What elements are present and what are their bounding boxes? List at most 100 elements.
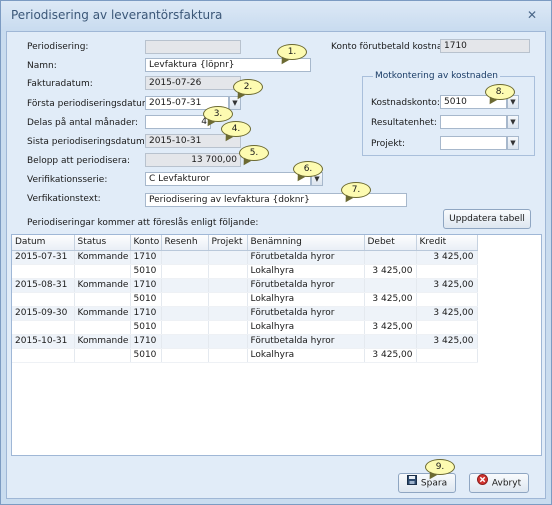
table-cell: 1710 — [130, 250, 162, 265]
table-row[interactable]: 5010 Lokalhyra 3 425,00 — [12, 292, 478, 307]
column-header[interactable]: Datum — [12, 235, 75, 251]
avbryt-label: Avbryt — [491, 478, 522, 489]
table-cell — [12, 348, 75, 363]
table-cell — [364, 306, 417, 321]
table-cell: Lokalhyra — [247, 292, 365, 307]
table-cell: 3 425,00 — [364, 292, 417, 307]
periodisering-table: Datum Status Konto Resenh Projekt Benämning De… — [11, 234, 542, 456]
callout-6: 6. — [293, 161, 323, 177]
verifikationstext-input[interactable]: Periodisering av levfaktura {doknr} — [145, 193, 407, 207]
namn-input[interactable]: Levfaktura {löpnr} — [145, 58, 311, 72]
table-cell — [208, 306, 248, 321]
resultatenhet-select[interactable] — [440, 115, 507, 129]
konto-forutbetald-label: Konto förutbetald kostnad: — [331, 42, 452, 52]
forsta-periodiseringsdatum-label: Första periodiseringsdatum: — [27, 99, 154, 109]
sista-periodiseringsdatum-field: 2015-10-31 — [145, 134, 241, 148]
table-cell — [161, 320, 209, 335]
table-cell — [208, 334, 248, 349]
fakturadatum-field: 2015-07-26 — [145, 76, 241, 90]
table-cell: 3 425,00 — [364, 264, 417, 279]
callout-5: 5. — [239, 145, 269, 161]
table-cell: 3 425,00 — [416, 306, 478, 321]
close-icon[interactable]: ✕ — [526, 8, 538, 22]
window-title: Periodisering av leverantörsfaktura — [11, 8, 223, 22]
spara-button[interactable]: Spara — [398, 473, 456, 493]
table-cell — [74, 348, 131, 363]
table-cell — [208, 292, 248, 307]
table-cell — [208, 278, 248, 293]
table-cell — [12, 292, 75, 307]
konto-forutbetald-field: 1710 — [440, 39, 530, 53]
table-cell: Förutbetalda hyror — [247, 278, 365, 293]
table-cell: 2015-07-31 — [12, 250, 75, 265]
kostnadskonto-label: Kostnadskonto: — [371, 98, 440, 108]
table-cell: Lokalhyra — [247, 264, 365, 279]
table-cell: Kommande — [74, 278, 131, 293]
forsta-periodiseringsdatum-input[interactable]: 2015-07-31 — [145, 96, 229, 110]
table-row[interactable]: 5010 Lokalhyra 3 425,00 — [12, 348, 478, 363]
delas-label: Delas på antal månader: — [27, 118, 139, 128]
table-cell — [74, 292, 131, 307]
table-row[interactable]: 5010 Lokalhyra 3 425,00 — [12, 264, 478, 279]
projekt-chevron-down-icon[interactable]: ▼ — [507, 136, 519, 150]
table-cell: 3 425,00 — [416, 278, 478, 293]
table-cell — [161, 306, 209, 321]
table-cell: 5010 — [130, 264, 162, 279]
info-text: Periodiseringar kommer att föreslås enli… — [27, 218, 259, 228]
table-cell: 1710 — [130, 278, 162, 293]
table-cell — [74, 320, 131, 335]
verifikationsserie-select[interactable]: C Levfakturor — [145, 172, 311, 186]
callout-2: 2. — [233, 79, 263, 95]
table-cell — [161, 348, 209, 363]
table-cell — [208, 250, 248, 265]
table-cell: 3 425,00 — [416, 334, 478, 349]
table-row[interactable]: 2015-08-31 Kommande 1710 Förutbetalda hyror… — [12, 278, 478, 293]
verifikationsserie-label: Verifikationsserie: — [27, 175, 108, 185]
resultatenhet-label: Resultatenhet: — [371, 118, 437, 128]
periodisering-label: Periodisering: — [27, 42, 89, 52]
table-cell: 2015-09-30 — [12, 306, 75, 321]
column-header[interactable]: Resenh — [161, 235, 209, 251]
table-cell: Lokalhyra — [247, 320, 365, 335]
callout-9: 9. — [425, 459, 455, 475]
belopp-field: 13 700,00 — [145, 153, 241, 167]
table-row[interactable]: 2015-07-31 Kommande 1710 Förutbetalda hyror… — [12, 250, 478, 265]
fakturadatum-label: Fakturadatum: — [27, 79, 93, 89]
column-header[interactable]: Projekt — [208, 235, 248, 251]
table-cell — [416, 348, 478, 363]
table-cell: 2015-08-31 — [12, 278, 75, 293]
column-header[interactable]: Status — [74, 235, 131, 251]
cancel-icon — [476, 474, 488, 492]
resultatenhet-chevron-down-icon[interactable]: ▼ — [507, 115, 519, 129]
table-cell — [161, 250, 209, 265]
table-row[interactable]: 2015-10-31 Kommande 1710 Förutbetalda hyror… — [12, 334, 478, 349]
table-cell: 3 425,00 — [364, 348, 417, 363]
table-cell: 5010 — [130, 348, 162, 363]
table-row[interactable]: 2015-09-30 Kommande 1710 Förutbetalda hyror… — [12, 306, 478, 321]
table-cell: 1710 — [130, 334, 162, 349]
table-cell — [161, 334, 209, 349]
projekt-select[interactable] — [440, 136, 507, 150]
column-header[interactable]: Benämning — [247, 235, 365, 251]
callout-1: 1. — [277, 44, 307, 60]
delas-antal-manader-input[interactable]: 4 — [145, 115, 211, 129]
column-header[interactable]: Kredit — [416, 235, 478, 251]
table-cell — [208, 264, 248, 279]
table-cell — [416, 292, 478, 307]
column-header[interactable]: Debet — [364, 235, 417, 251]
table-cell — [161, 278, 209, 293]
table-cell: 5010 — [130, 292, 162, 307]
dialog-body: Periodisering: Namn: Levfaktura {löpnr} … — [6, 31, 546, 499]
uppdatera-tabell-button[interactable]: Uppdatera tabell — [443, 209, 531, 229]
column-header[interactable]: Konto — [130, 235, 162, 251]
table-cell — [208, 348, 248, 363]
table-cell: 3 425,00 — [416, 250, 478, 265]
title-bar: Periodisering av leverantörsfaktura ✕ — [1, 1, 551, 31]
table-row[interactable]: 5010 Lokalhyra 3 425,00 — [12, 320, 478, 335]
callout-7: 7. — [341, 182, 371, 198]
callout-8: 8. — [485, 84, 515, 100]
table-cell — [74, 264, 131, 279]
table-rows: 2015-07-31 Kommande 1710 Förutbetalda hyror… — [12, 250, 478, 363]
avbryt-button[interactable]: Avbryt — [469, 473, 529, 493]
table-cell — [208, 320, 248, 335]
